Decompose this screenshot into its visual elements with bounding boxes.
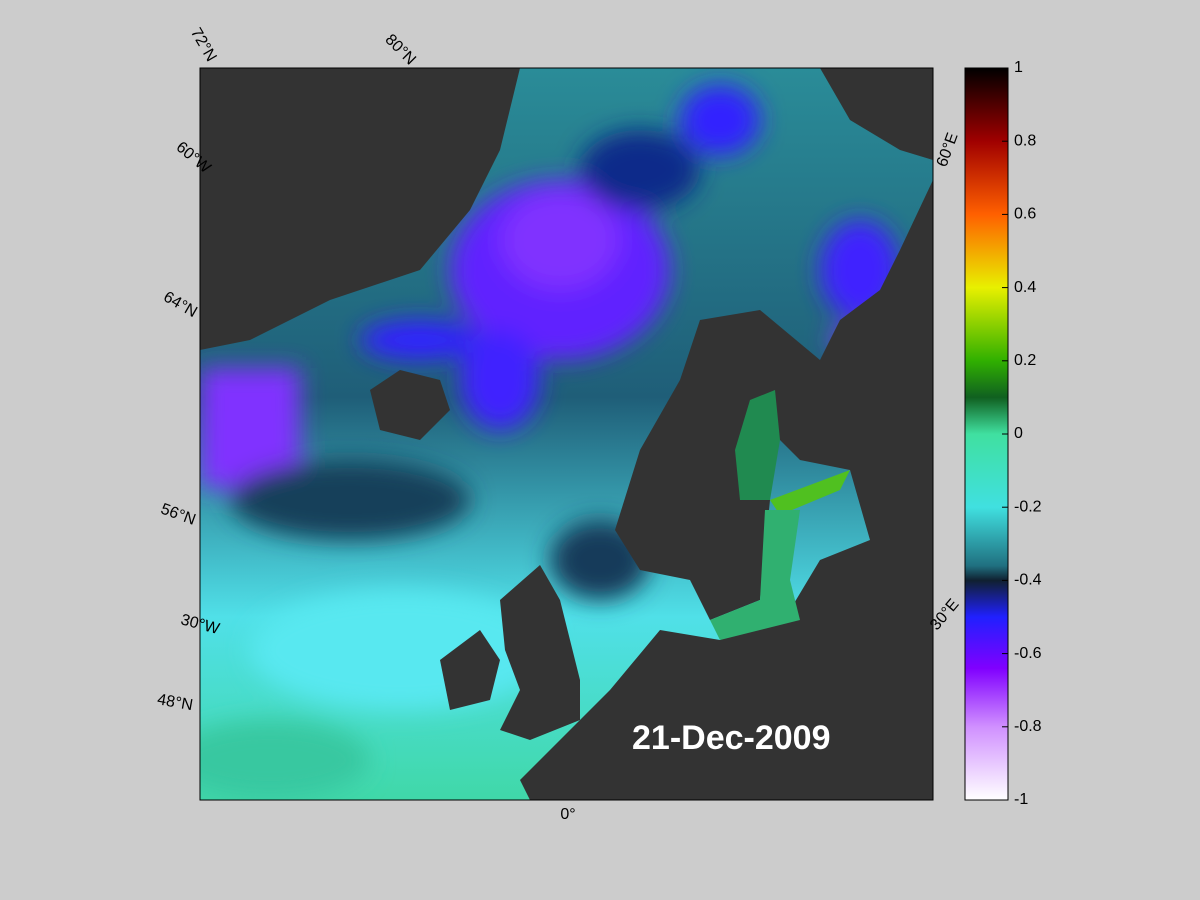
colorbar-tick-label: 0.2 <box>1014 352 1036 369</box>
colorbar-tick-label: 0.8 <box>1014 132 1036 149</box>
graticule-label: 80°N <box>382 31 419 68</box>
graticule-label: 0° <box>560 806 575 823</box>
land <box>200 68 933 800</box>
colorbar-tick-label: 0 <box>1014 425 1023 442</box>
map-frame <box>199 67 934 801</box>
inland-sea <box>710 390 850 640</box>
colorbar-tick-label: -1 <box>1014 791 1028 808</box>
colorbar-tick-label: 0.4 <box>1014 279 1036 296</box>
colorbar-tick-label: 0.6 <box>1014 206 1036 223</box>
graticule-label: 48°N <box>156 691 194 714</box>
date-label: 21-Dec-2009 <box>632 719 830 757</box>
colorbar-tick-label: -0.2 <box>1014 498 1042 515</box>
colorbar-tick-label: -0.4 <box>1014 572 1042 589</box>
graticule-label: 64°N <box>160 288 199 321</box>
graticule-label: 60°E <box>934 131 962 170</box>
colorbar-tick-label: 1 <box>1014 59 1023 76</box>
colorbar <box>964 67 1009 801</box>
graticule-label: 72°N <box>187 25 220 64</box>
graticule-label: 56°N <box>158 501 197 529</box>
colorbar-tick-label: -0.6 <box>1014 645 1042 662</box>
map-area <box>200 68 933 800</box>
colorbar-tick-label: -0.8 <box>1014 718 1042 735</box>
